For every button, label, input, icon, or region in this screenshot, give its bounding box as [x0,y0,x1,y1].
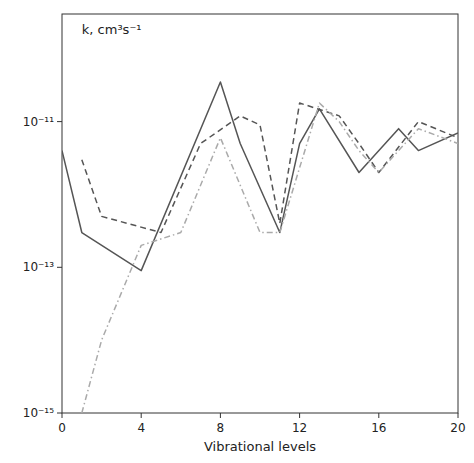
y-tick-label: 10⁻¹¹ [23,115,54,129]
title: k, cm³s⁻¹ [82,22,142,37]
y-tick [57,121,62,122]
y-tick [57,413,62,414]
x-tick-label: 16 [371,421,386,435]
series-line [82,103,458,233]
x-tick [299,413,300,418]
y-tick-label: 10⁻¹⁵ [23,406,54,420]
x-tick [220,413,221,418]
x-tick-label: 20 [450,421,465,435]
lines [62,82,458,413]
chart: 0 4 8 12 16 20 10⁻¹⁵ 10⁻¹³ 10⁻¹¹ Vibrational leve… [0,0,474,463]
y-tick-label: 10⁻¹³ [23,260,54,274]
x-tick-label: 8 [217,421,225,435]
x-tick-label: 0 [58,421,66,435]
x-tick [62,413,63,418]
x-tick [141,413,142,418]
x-tick-label: 12 [292,421,307,435]
y-tick [57,267,62,268]
series-line [62,82,458,271]
plot-frame [62,14,458,413]
x-tick [378,413,379,418]
x-axis-label: Vibrational levels [204,439,316,454]
series-line [82,103,458,413]
x-tick [458,413,459,418]
x-tick-label: 4 [137,421,145,435]
